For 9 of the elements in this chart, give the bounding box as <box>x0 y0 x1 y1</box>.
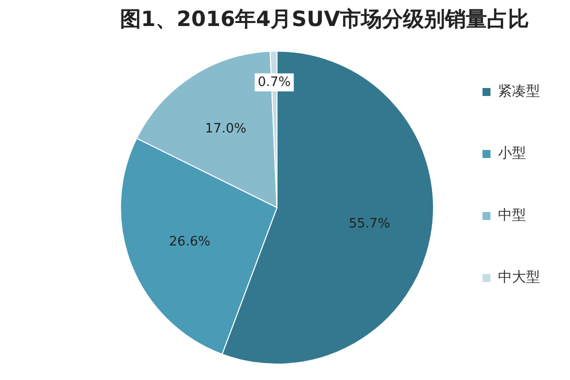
legend-label: 中大型 <box>498 270 540 286</box>
data-label: 0.7% <box>258 74 291 90</box>
data-label: 17.0% <box>205 121 246 136</box>
data-label: 55.7% <box>348 216 390 232</box>
legend-label: 小型 <box>498 146 526 162</box>
data-label: 26.6% <box>169 234 210 250</box>
chart-title: 图1、2016年4月SUV市场分级别销量占比 <box>120 7 530 32</box>
legend-label: 中型 <box>498 208 526 224</box>
legend-label: 紧凑型 <box>498 84 540 100</box>
